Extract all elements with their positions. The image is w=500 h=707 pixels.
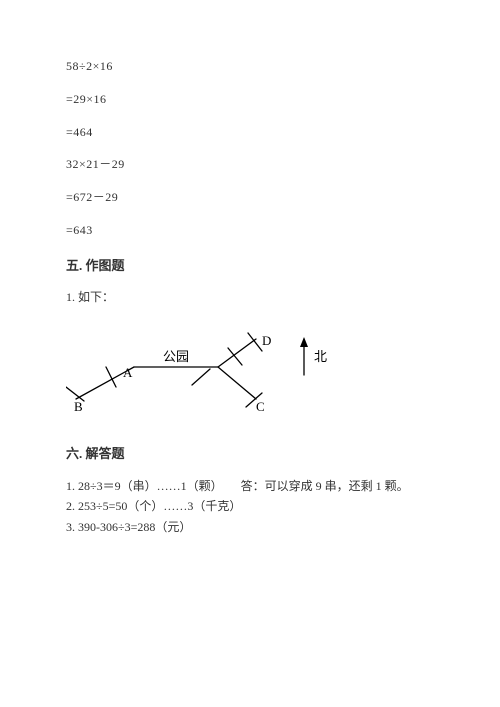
calc-step-3: =464 (66, 124, 434, 141)
section5-heading: 五. 作图题 (66, 255, 434, 274)
svg-text:D: D (262, 333, 271, 348)
answer-1: 1. 28÷3＝9（串）……1（颗） 答：可以穿成 9 串，还剩 1 颗。 (66, 476, 434, 496)
section6-heading: 六. 解答题 (66, 443, 434, 462)
answer-1-text: 答：可以穿成 9 串，还剩 1 颗。 (241, 479, 409, 493)
svg-text:北: 北 (314, 349, 327, 364)
svg-text:B: B (74, 399, 83, 414)
diagram-container: A B D C 公园 北 (66, 325, 434, 415)
answer-3: 3. 390-306÷3=288（元） (66, 517, 434, 537)
answer-1-calc: 1. 28÷3＝9（串）……1（颗） (66, 479, 223, 493)
calc-step-1: 58÷2×16 (66, 58, 434, 75)
answers-block: 1. 28÷3＝9（串）……1（颗） 答：可以穿成 9 串，还剩 1 颗。 2.… (66, 476, 434, 537)
svg-text:C: C (256, 399, 265, 414)
compass-diagram: A B D C 公园 北 (66, 325, 346, 415)
section5-item1: 1. 如下： (66, 288, 434, 305)
calc-step-2: =29×16 (66, 91, 434, 108)
calc-step-4: 32×21－29 (66, 156, 434, 173)
calc-step-5: =672－29 (66, 189, 434, 206)
answer-2: 2. 253÷5=50（个）……3（千克） (66, 496, 434, 516)
svg-text:公园: 公园 (163, 349, 189, 364)
calc-step-6: =643 (66, 222, 434, 239)
page-root: 58÷2×16 =29×16 =464 32×21－29 =672－29 =64… (0, 0, 500, 537)
svg-text:A: A (123, 365, 133, 380)
